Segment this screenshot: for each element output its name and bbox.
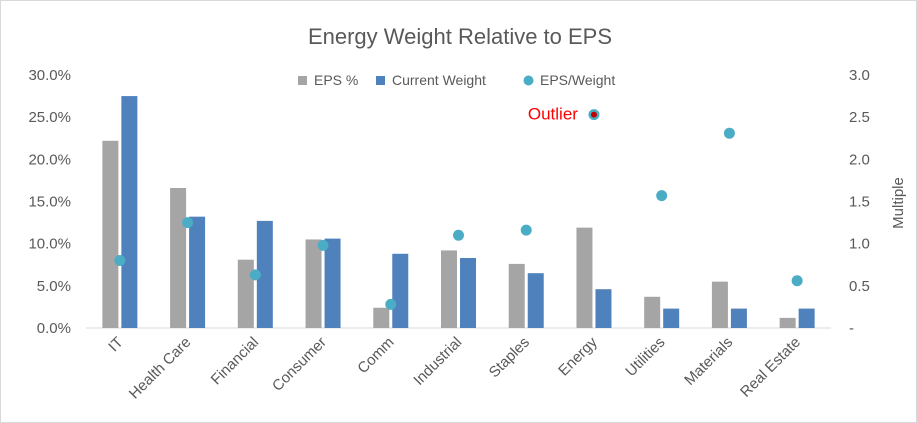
bar-eps — [305, 239, 322, 328]
x-tick-label: Utilities — [622, 334, 668, 380]
legend: EPS % Current Weight EPS/Weight — [298, 72, 615, 88]
point-eps-weight — [723, 127, 735, 139]
right-tick-label: 2.5 — [849, 109, 870, 126]
left-tick-label: 5.0% — [37, 278, 71, 295]
right-tick-label: 0.5 — [849, 278, 870, 295]
left-axis: 0.0% 5.0% 10.0% 15.0% 20.0% 25.0% 30.0% — [28, 67, 71, 337]
point-eps-weight — [453, 229, 464, 241]
outlier-label: Outlier — [528, 105, 578, 124]
point-eps-weight — [385, 298, 397, 310]
bar-current-weight — [527, 273, 544, 328]
outlier-annotation: Outlier — [528, 105, 578, 124]
x-tick-label: Staples — [486, 334, 533, 381]
legend-swatch — [523, 75, 534, 86]
x-axis-labels: IT Health Care Financial Consumer Comm Indust… — [105, 333, 804, 402]
x-tick-label: Consumer — [269, 334, 330, 395]
legend-swatch — [298, 76, 307, 85]
left-tick-label: 10.0% — [28, 236, 71, 253]
bar-current-weight — [663, 308, 680, 328]
point-eps-weight — [249, 269, 261, 281]
bar-current-weight — [460, 258, 476, 328]
bar-eps — [779, 317, 796, 328]
legend-label: EPS/Weight — [540, 72, 615, 88]
right-tick-label: 1.0 — [849, 236, 870, 253]
point-eps-weight — [114, 255, 126, 267]
point-eps-weight — [520, 224, 532, 236]
bar-eps — [170, 188, 187, 328]
left-tick-label: 20.0% — [28, 151, 71, 168]
bars-group — [102, 96, 815, 328]
bar-current-weight — [324, 238, 341, 328]
legend-swatch — [376, 76, 385, 85]
left-tick-label: 30.0% — [28, 67, 71, 84]
point-eps-weight — [317, 239, 329, 251]
bar-eps — [508, 263, 525, 328]
x-tick-label: Materials — [681, 334, 736, 389]
left-tick-label: 25.0% — [28, 109, 71, 126]
x-tick-label: Real Estate — [737, 334, 804, 401]
right-axis: - 0.5 1.0 1.5 2.0 2.5 3.0 — [849, 67, 870, 337]
point-eps-weight — [182, 217, 194, 229]
point-eps-weight — [791, 275, 803, 287]
legend-label: Current Weight — [392, 72, 486, 88]
right-tick-label: 2.0 — [849, 151, 870, 168]
x-tick-label: Health Care — [126, 334, 195, 403]
x-tick-label: Financial — [208, 334, 262, 388]
bar-eps — [441, 250, 457, 328]
bar-current-weight — [256, 220, 273, 328]
x-tick-label: IT — [105, 334, 126, 355]
left-tick-label: 15.0% — [28, 194, 71, 211]
points-group — [114, 109, 803, 310]
bar-current-weight — [730, 308, 747, 328]
bar-current-weight — [595, 289, 612, 328]
bar-current-weight — [189, 216, 206, 328]
right-tick-label: 3.0 — [849, 67, 870, 84]
bar-eps — [373, 307, 390, 328]
chart-title: Energy Weight Relative to EPS — [308, 24, 612, 49]
right-tick-label: - — [849, 320, 854, 337]
x-tick-label: Comm — [354, 334, 397, 377]
bar-current-weight — [798, 308, 815, 328]
x-tick-label: Energy — [555, 333, 601, 379]
bar-eps — [644, 296, 661, 328]
right-axis-title: Multiple — [890, 177, 907, 229]
bar-eps — [237, 259, 254, 328]
bar-eps — [102, 140, 119, 328]
x-tick-label: Industrial — [410, 334, 465, 389]
right-tick-label: 1.5 — [849, 194, 870, 211]
bar-current-weight — [121, 96, 138, 328]
legend-label: EPS % — [314, 72, 358, 88]
left-tick-label: 0.0% — [37, 320, 71, 337]
point-eps-weight — [656, 190, 668, 202]
outlier-marker — [590, 111, 597, 118]
bar-eps — [576, 227, 593, 328]
bar-eps — [711, 281, 728, 328]
bar-current-weight — [392, 253, 409, 328]
